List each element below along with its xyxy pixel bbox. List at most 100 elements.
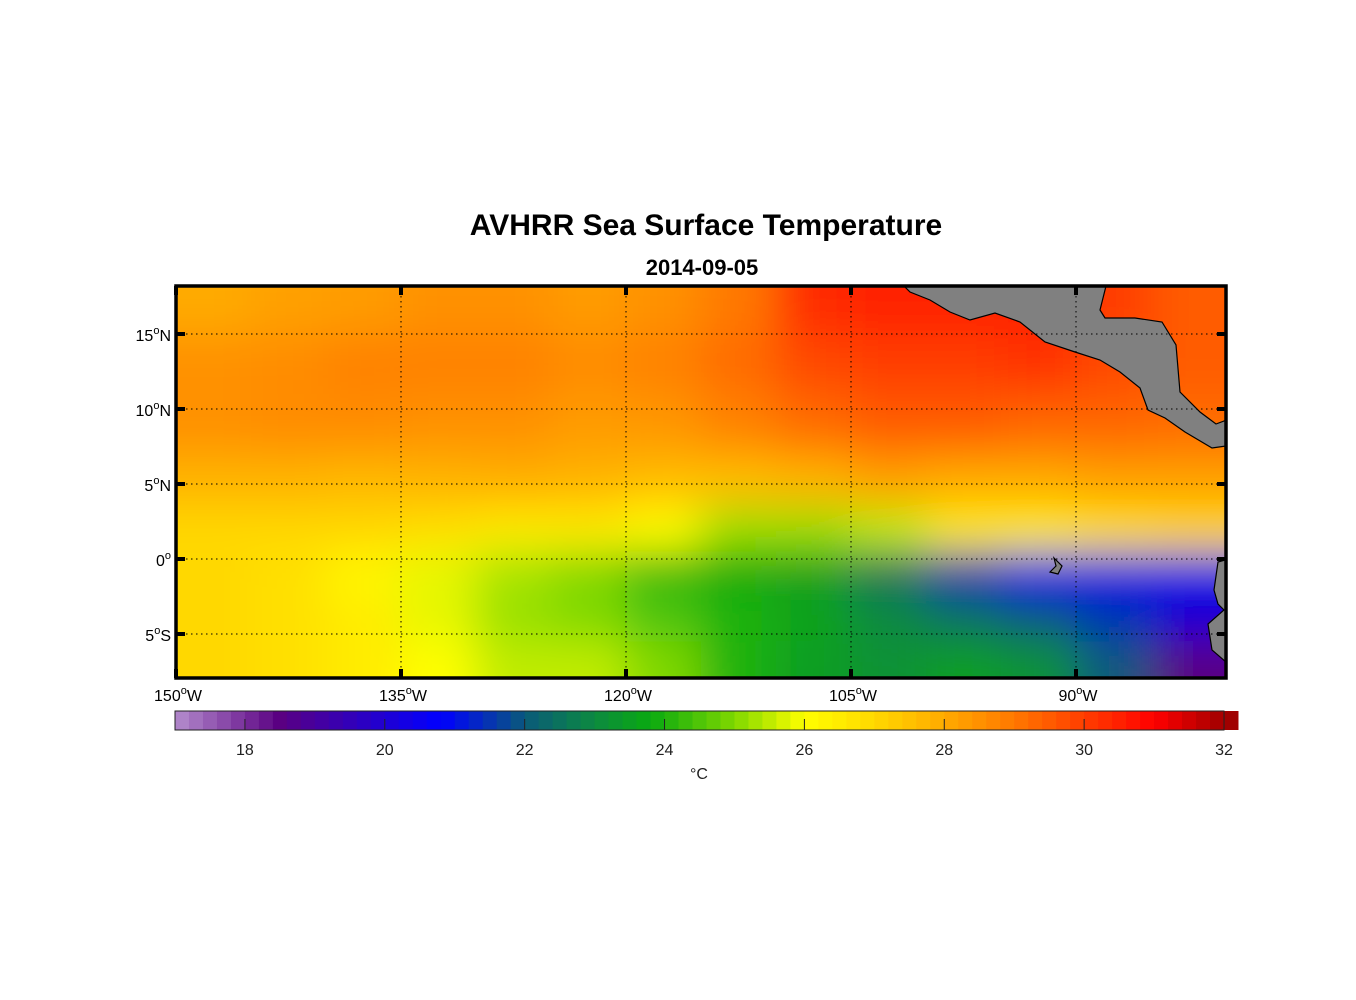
map-area	[176, 286, 1226, 678]
sst-cell	[401, 286, 477, 335]
sst-cell	[701, 551, 777, 598]
sst-cell	[551, 334, 627, 395]
sst-cell	[926, 551, 1002, 598]
colorbar-swatch	[1126, 711, 1141, 730]
land-masses	[903, 286, 1226, 663]
sst-cell	[176, 596, 252, 643]
sst-cell	[626, 596, 702, 643]
sst-cell	[476, 641, 552, 678]
sst-cell	[701, 334, 777, 395]
colorbar-swatch	[1028, 711, 1043, 730]
sst-cell	[851, 596, 927, 643]
colorbar-swatch	[860, 711, 875, 730]
colorbar-swatch	[902, 711, 917, 730]
sst-cell	[1001, 506, 1077, 553]
colorbar-swatch	[216, 711, 232, 730]
sst-cell	[776, 551, 852, 598]
colorbar-swatch	[454, 711, 470, 730]
colorbar-swatch	[1042, 711, 1057, 730]
sst-cell	[1151, 506, 1226, 553]
sst-cell	[401, 596, 477, 643]
colorbar-swatch	[244, 711, 260, 730]
sst-cell	[776, 641, 852, 678]
colorbar-tick-label: 32	[1215, 742, 1233, 759]
sst-cell	[1001, 454, 1077, 508]
colorbar-swatch	[748, 711, 763, 730]
central-america-land	[903, 286, 1226, 449]
colorbar-swatch	[356, 711, 372, 730]
colorbar-swatch	[706, 711, 721, 730]
sst-cell	[701, 286, 777, 335]
sst-cell	[251, 334, 327, 395]
colorbar-tick-label: 18	[236, 742, 254, 759]
sst-cell	[326, 394, 402, 455]
colorbar-swatch	[916, 711, 931, 730]
colorbar-swatch	[734, 711, 749, 730]
sst-cell	[926, 286, 1002, 335]
sst-cell	[1151, 286, 1226, 335]
latitude-tick-label: 0o	[156, 550, 171, 570]
sst-cell	[551, 551, 627, 598]
sst-cell	[176, 334, 252, 395]
sst-cell	[851, 454, 927, 508]
latitude-tick-label: 5oS	[145, 625, 171, 645]
sst-cell	[851, 394, 927, 455]
colorbar-swatch	[678, 711, 694, 730]
colorbar-swatch	[188, 711, 204, 730]
colorbar-tick-label: 28	[935, 742, 953, 759]
colorbar-swatch	[1070, 711, 1085, 730]
colorbar-swatch	[888, 711, 903, 730]
sst-cell	[176, 394, 252, 455]
galapagos-island	[1048, 556, 1063, 575]
colorbar-swatch	[175, 711, 190, 730]
sst-cell	[476, 506, 552, 553]
sst-cell	[626, 641, 702, 678]
sst-cell	[776, 286, 852, 335]
colorbar-swatch	[468, 711, 484, 730]
colorbar-swatch	[846, 711, 861, 730]
colorbar-swatch	[482, 711, 498, 730]
colorbar-swatch	[580, 711, 596, 730]
sst-cell	[176, 641, 252, 678]
colorbar-swatch	[720, 711, 735, 730]
colorbar-swatch	[272, 711, 288, 730]
latitude-tick-label: 5oN	[144, 475, 171, 495]
sst-cell	[1076, 394, 1152, 455]
colorbar-swatch	[328, 711, 344, 730]
latitude-labels: 15oN 10oN 5oN 0o 5oS	[136, 325, 171, 645]
sst-cell	[326, 596, 402, 643]
colorbar-swatch	[874, 711, 889, 730]
colorbar-swatch	[790, 711, 805, 730]
colorbar-swatch	[944, 711, 959, 730]
sst-cell	[626, 394, 702, 455]
colorbar-swatch	[762, 711, 777, 730]
colorbar-swatch	[510, 711, 526, 730]
colorbar-swatch	[286, 711, 302, 730]
colorbar-swatch	[650, 711, 666, 730]
sst-cell	[701, 394, 777, 455]
sst-cell	[476, 334, 552, 395]
sst-cell	[176, 551, 252, 598]
colorbar-swatch	[230, 711, 246, 730]
colorbar-swatch	[776, 711, 791, 730]
colorbar-swatch	[1140, 711, 1155, 730]
colorbar-swatch	[440, 711, 456, 730]
sst-cell	[326, 286, 402, 335]
colorbar-swatch	[202, 711, 218, 730]
colorbar-swatch	[664, 711, 680, 730]
colorbar-swatch	[804, 711, 819, 730]
colorbar-swatch	[622, 711, 638, 730]
colorbar-swatch	[342, 711, 358, 730]
sst-cell	[1076, 551, 1152, 598]
sst-cell	[1076, 596, 1152, 643]
longitude-labels: 150oW 135oW 120oW 105oW 90oW	[154, 685, 1098, 705]
colorbar-swatch	[1014, 711, 1029, 730]
frame-ticks	[174, 286, 1226, 678]
sst-cell	[1076, 506, 1152, 553]
colorbar-swatch	[426, 711, 442, 730]
sst-cell	[776, 596, 852, 643]
longitude-tick-label: 135oW	[379, 685, 428, 705]
sst-cell	[1001, 551, 1077, 598]
sst-cell	[551, 596, 627, 643]
colorbar-tick-label: 30	[1075, 742, 1093, 759]
